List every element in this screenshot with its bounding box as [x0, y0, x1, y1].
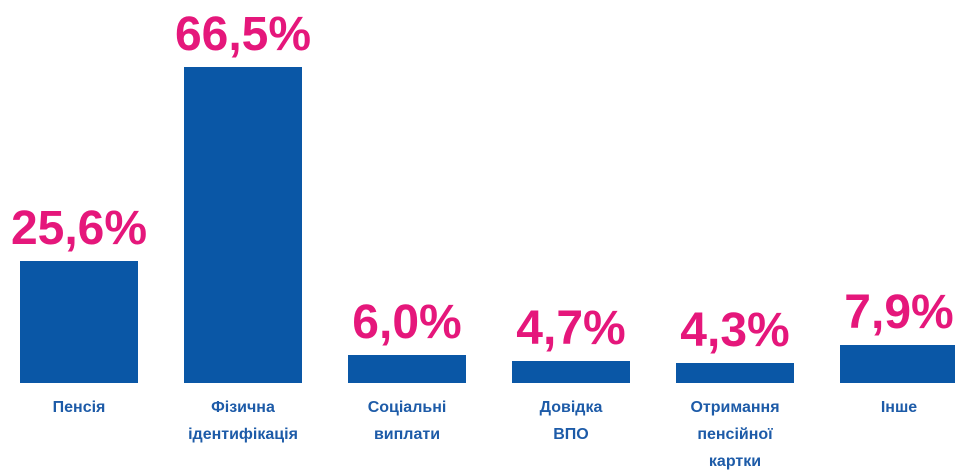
category-label: Інше: [880, 399, 918, 416]
bar: [512, 360, 630, 383]
category-label: Фізична ідентифікація: [188, 399, 298, 443]
data-label: 66,5%: [174, 8, 312, 62]
data-label: 7,9%: [844, 286, 954, 340]
data-label: 4,3%: [680, 303, 790, 357]
bar: [840, 345, 955, 383]
category-label: Отримання пенсійної картки: [690, 399, 780, 470]
category-label: Соціальні виплати: [367, 399, 447, 443]
data-label: 4,7%: [516, 301, 626, 355]
category-label: Пенсія: [52, 399, 106, 416]
bar: [20, 261, 138, 383]
bar: [348, 354, 466, 383]
bar: [184, 67, 302, 383]
data-label: 6,0%: [352, 295, 462, 349]
data-label: 25,6%: [10, 202, 148, 256]
bar: [676, 362, 794, 383]
category-label: Довідка ВПО: [539, 399, 603, 443]
